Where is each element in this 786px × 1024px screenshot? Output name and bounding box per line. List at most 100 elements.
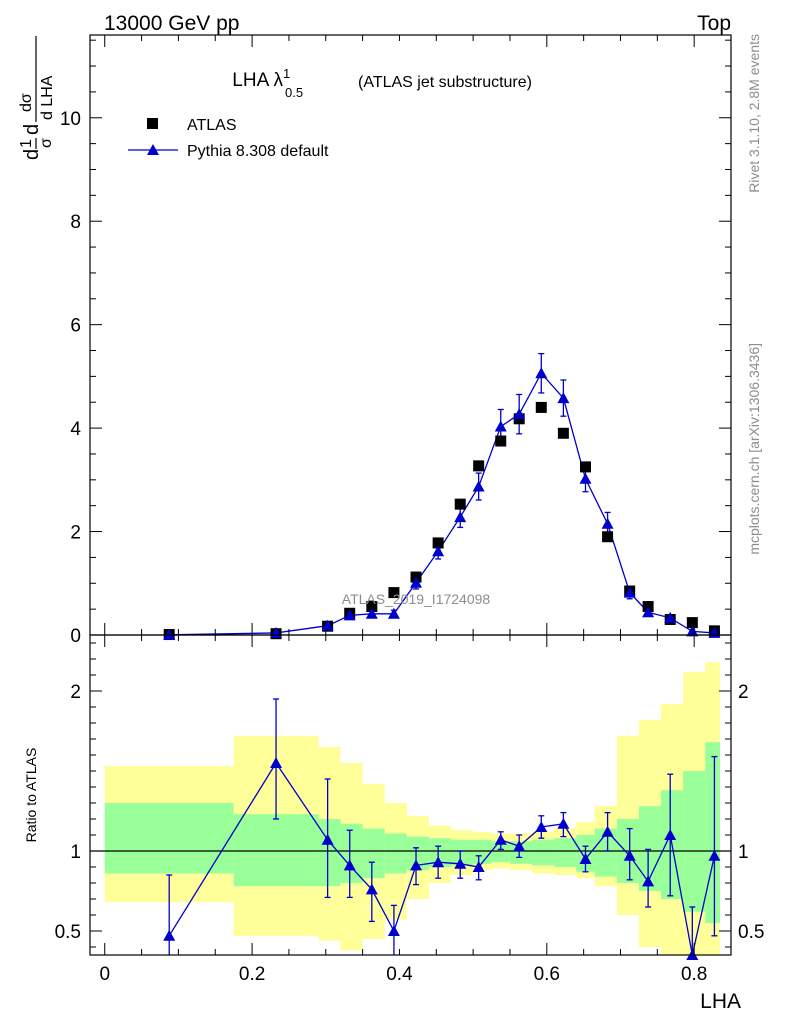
main-y-axis-label: d 1 σ d dσ d LHA (18, 36, 56, 160)
atlas-point (495, 435, 507, 447)
legend-label-atlas: ATLAS (187, 117, 237, 134)
x-tick-label: 0.2 (239, 964, 265, 985)
ratio-point (623, 849, 636, 861)
pythia-point (579, 472, 592, 484)
uncertainty-band-inner (406, 836, 429, 871)
ratio-point (410, 859, 423, 871)
mcplots-note: mcplots.cern.ch [arXiv:1306.3436] (746, 343, 762, 555)
pythia-point (454, 511, 467, 523)
main-y-tick-label: 0 (70, 626, 81, 647)
uncertainty-band-inner (683, 771, 706, 912)
main-y-tick-label: 10 (60, 109, 81, 130)
analysis-watermark: ATLAS_2019_I1724098 (342, 591, 491, 607)
uncertainty-band-inner (428, 838, 452, 867)
main-y-tick-label: 2 (70, 523, 81, 544)
pythia-point (432, 545, 445, 557)
pythia-point (321, 619, 334, 631)
ratio-point (472, 861, 485, 872)
chart-title-main: LHA λ (232, 70, 283, 91)
pythia-point (343, 609, 356, 621)
ratio-axes: 0.5 0.5 1 1 2 2 0 0.2 0.4 0.6 0.8 (55, 635, 764, 985)
x-tick-label: 0.6 (534, 964, 560, 985)
ratio-marks (90, 662, 731, 960)
ratio-y-tick-label-right: 2 (738, 682, 749, 703)
ratio-point (343, 859, 356, 871)
uncertainty-band-inner (362, 828, 385, 879)
atlas-point (602, 531, 614, 543)
pythia-point (664, 611, 677, 623)
uncertainty-band-inner (104, 803, 234, 874)
ratio-point (535, 821, 548, 832)
pythia-point (686, 625, 699, 637)
ratio-y-tick-label-left: 1 (70, 842, 81, 863)
pythia-point (623, 586, 636, 598)
pythia-point (387, 607, 400, 619)
ratio-y-tick-label-right: 0.5 (738, 922, 764, 943)
uncertainty-band-inner (233, 814, 319, 887)
pythia-point (410, 576, 423, 588)
uncertainty-band-inner (318, 819, 341, 887)
pythia-point (535, 367, 548, 379)
legend: ATLAS Pythia 8.308 default (128, 117, 329, 160)
chart-title: LHA λ (232, 70, 283, 91)
ratio-y-axis-label: Ratio to ATLAS (23, 748, 39, 843)
uncertainty-band-inner (532, 839, 555, 866)
legend-marker-pythia (147, 144, 159, 155)
chart-title-superscript: 1 (283, 66, 290, 81)
atlas-point (686, 617, 698, 629)
ylabel-dlha: d LHA (39, 75, 56, 120)
ylabel-dsigma: dσ (18, 93, 35, 112)
chart-title-subscript: 0.5 (285, 85, 303, 100)
x-tick-label: 0.4 (386, 964, 413, 985)
main-y-tick-label: 4 (70, 419, 81, 440)
ylabel-d1: d (21, 149, 43, 160)
ratio-y-tick-label-left: 0.5 (55, 922, 81, 943)
ylabel-one: 1 (18, 139, 35, 148)
ylabel-d2: d (21, 124, 43, 135)
uncertainty-band-inner (384, 833, 407, 874)
main-y-tick-label: 6 (70, 316, 81, 337)
ratio-point (270, 757, 283, 768)
atlas-point (535, 401, 547, 413)
legend-label-pythia: Pythia 8.308 default (187, 143, 329, 160)
ratio-point (513, 840, 526, 852)
atlas-point (432, 537, 444, 549)
atlas-point (557, 427, 569, 439)
ratio-point (708, 849, 721, 861)
x-axis-label: LHA (700, 990, 741, 1013)
chart-title-tail: (ATLAS jet substructure) (358, 74, 532, 91)
main-y-tick-label: 8 (70, 212, 81, 233)
header-right: Top (697, 12, 731, 35)
uncertainty-band-inner (473, 839, 492, 864)
ratio-point (664, 829, 677, 840)
pythia-point (365, 607, 378, 619)
ratio-point (454, 857, 467, 869)
ratio-point (365, 883, 378, 895)
ratio-panel: 0.5 0.5 1 1 2 2 0 0.2 0.4 0.6 0.8 Ratio to ATLAS L… (23, 634, 764, 1013)
uncertainty-band-inner (491, 841, 510, 863)
pythia-point (472, 480, 485, 492)
atlas-point (454, 498, 466, 510)
ratio-point (494, 833, 507, 845)
ratio-point (601, 825, 614, 837)
ratio-point (579, 853, 592, 864)
atlas-point (579, 461, 591, 473)
pythia-point (513, 408, 526, 420)
ratio-y-tick-label-left: 2 (70, 682, 81, 703)
legend-marker-atlas (147, 118, 158, 129)
pythia-point (642, 606, 655, 618)
ratio-frame (89, 634, 732, 956)
pythia-point (557, 392, 570, 404)
main-axes: 0 2 4 6 8 10 (60, 35, 732, 647)
uncertainty-band-inner (638, 806, 662, 891)
uncertainty-band-inner (340, 823, 363, 883)
pythia-point (163, 628, 176, 640)
atlas-point (473, 460, 485, 472)
x-tick-label: 0.8 (681, 964, 707, 985)
uncertainty-band-inner (554, 838, 577, 867)
uncertainty-band-inner (705, 742, 720, 923)
uncertainty-band-inner (451, 839, 474, 866)
rivet-note: Rivet 3.1.10, 2.8M events (746, 34, 762, 193)
